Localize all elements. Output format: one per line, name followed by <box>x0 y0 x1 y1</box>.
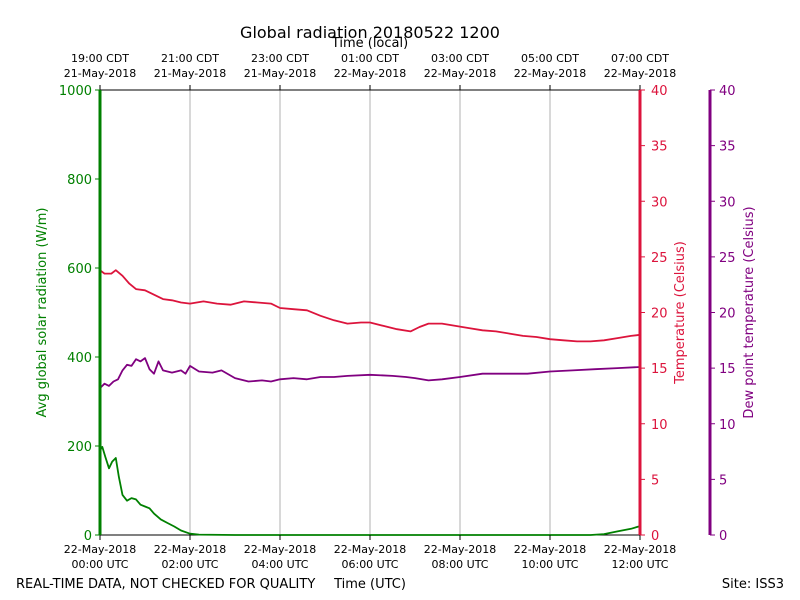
series-group <box>99 269 641 536</box>
radiation-tick-label: 0 <box>84 529 92 544</box>
temperature-axis-label: Temperature (Celsius) <box>673 241 688 385</box>
bottom-tick-date-label: 22-May-2018 <box>334 543 406 556</box>
dewpoint-tick-label: 10 <box>719 418 736 433</box>
dewpoint-tick-label: 15 <box>719 362 736 377</box>
temperature-tick-label: 30 <box>651 195 668 210</box>
dewpoint-series-line <box>99 357 641 389</box>
top-tick-time-label: 07:00 CDT <box>611 52 669 65</box>
top-tick-time-label: 21:00 CDT <box>161 52 219 65</box>
temperature-tick-label: 40 <box>651 84 668 99</box>
dewpoint-tick-label: 0 <box>719 529 727 544</box>
radiation-tick-label: 1000 <box>59 84 92 99</box>
bottom-tick-date-label: 22-May-2018 <box>154 543 226 556</box>
dewpoint-tick-label: 30 <box>719 195 736 210</box>
radiation-tick-label: 400 <box>67 351 92 366</box>
dewpoint-axis-label: Dew point temperature (Celsius) <box>742 206 757 418</box>
temperature-tick-label: 5 <box>651 473 659 488</box>
top-tick-date-label: 22-May-2018 <box>424 67 496 80</box>
top-tick-date-label: 21-May-2018 <box>154 67 226 80</box>
bottom-tick-time-label: 00:00 UTC <box>71 558 128 571</box>
bottom-tick-time-label: 06:00 UTC <box>341 558 398 571</box>
bottom-tick-time-label: 04:00 UTC <box>251 558 308 571</box>
temperature-tick-label: 15 <box>651 362 668 377</box>
dewpoint-tick-label: 20 <box>719 307 736 322</box>
temperature-series-line <box>99 269 641 343</box>
bottom-tick-time-label: 10:00 UTC <box>521 558 578 571</box>
temperature-tick-label: 10 <box>651 418 668 433</box>
radiation-tick-label: 600 <box>67 262 92 277</box>
temperature-tick-label: 20 <box>651 307 668 322</box>
dewpoint-tick-label: 25 <box>719 251 736 266</box>
axes-group <box>95 85 715 540</box>
bottom-tick-date-label: 22-May-2018 <box>424 543 496 556</box>
x-axis-label: Time (UTC) <box>333 577 406 592</box>
top-tick-time-label: 19:00 CDT <box>71 52 129 65</box>
grid-lines <box>189 90 551 535</box>
radiation-series-line <box>99 446 641 536</box>
bottom-tick-time-label: 02:00 UTC <box>161 558 218 571</box>
top-tick-time-label: 05:00 CDT <box>521 52 579 65</box>
top-tick-time-label: 03:00 CDT <box>431 52 489 65</box>
temperature-tick-label: 0 <box>651 529 659 544</box>
top-tick-date-label: 22-May-2018 <box>604 67 676 80</box>
bottom-tick-date-label: 22-May-2018 <box>604 543 676 556</box>
chart-title: Global radiation 20180522 1200 <box>240 23 500 42</box>
radiation-tick-label: 200 <box>67 440 92 455</box>
labels-group: 19:00 CDT 21-May-2018 21:00 CDT 21-May-2018… <box>35 52 757 571</box>
footer-site: Site: ISS3 <box>722 577 784 592</box>
temperature-tick-label: 35 <box>651 140 668 155</box>
radiation-tick-label: 800 <box>67 173 92 188</box>
bottom-tick-date-label: 22-May-2018 <box>244 543 316 556</box>
bottom-tick-date-label: 22-May-2018 <box>514 543 586 556</box>
bottom-tick-time-label: 12:00 UTC <box>611 558 668 571</box>
bottom-tick-time-label: 08:00 UTC <box>431 558 488 571</box>
temperature-tick-label: 25 <box>651 251 668 266</box>
top-tick-date-label: 22-May-2018 <box>514 67 586 80</box>
footer-disclaimer: REAL-TIME DATA, NOT CHECKED FOR QUALITY <box>16 577 315 592</box>
top-tick-date-label: 21-May-2018 <box>64 67 136 80</box>
top-tick-time-label: 23:00 CDT <box>251 52 309 65</box>
radiation-axis-label: Avg global solar radiation (W/m) <box>35 208 50 418</box>
top-tick-date-label: 21-May-2018 <box>244 67 316 80</box>
dewpoint-tick-label: 35 <box>719 140 736 155</box>
top-tick-date-label: 22-May-2018 <box>334 67 406 80</box>
bottom-tick-date-label: 22-May-2018 <box>64 543 136 556</box>
top-tick-time-label: 01:00 CDT <box>341 52 399 65</box>
top-axis-label: Time (local) <box>331 36 408 51</box>
dewpoint-tick-label: 5 <box>719 473 727 488</box>
dewpoint-tick-label: 40 <box>719 84 736 99</box>
